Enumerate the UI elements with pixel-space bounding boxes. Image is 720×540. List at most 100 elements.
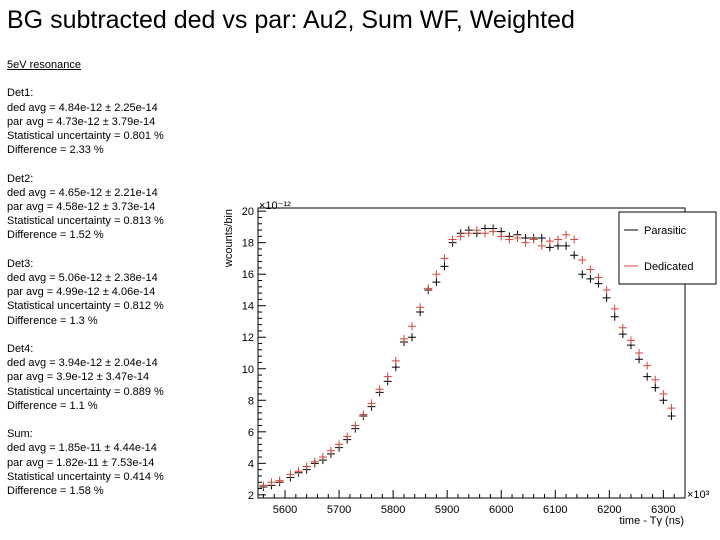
stats-group-det4: Det4: ded avg = 3.94e-12 ± 2.04e-14 par … — [7, 342, 164, 413]
x-tick-label: 5700 — [327, 504, 351, 516]
dedicated-point — [594, 273, 603, 282]
y-tick-label: 14 — [242, 301, 254, 313]
group-name: Det2: — [7, 172, 34, 185]
x-tick-label: 6300 — [651, 504, 675, 516]
difference: Difference = 1.3 % — [7, 314, 98, 327]
dedicated-point — [586, 265, 595, 274]
dedicated-point — [464, 229, 473, 238]
y-axis-label: wcounts/bin — [223, 209, 235, 268]
stats-heading: 5eV resonance — [7, 59, 81, 71]
legend-label-parasitic: Parasitic — [644, 225, 687, 237]
dedicated-point — [635, 349, 644, 357]
dedicated-point — [643, 361, 652, 370]
dedicated-point — [318, 453, 327, 462]
parasitic-point — [602, 293, 611, 302]
dedicated-point — [651, 375, 660, 384]
legend-label-dedicated: Dedicated — [644, 261, 694, 273]
dedicated-point — [335, 440, 344, 449]
dedicated-point — [659, 389, 668, 398]
ded-avg: ded avg = 3.94e-12 ± 2.04e-14 — [7, 357, 158, 370]
dedicated-point — [391, 356, 400, 365]
series-parasitic — [259, 224, 676, 491]
par-avg: par avg = 4.58e-12 ± 3.73e-14 — [7, 201, 156, 213]
dedicated-point — [667, 404, 676, 413]
x-tick-label: 5800 — [381, 504, 405, 516]
ded-avg: ded avg = 5.06e-12 ± 2.38e-14 — [7, 272, 158, 284]
par-avg: par avg = 4.73e-12 ± 3.79e-14 — [7, 115, 156, 128]
dedicated-point — [626, 336, 635, 345]
y-tick-label: 18 — [242, 238, 254, 250]
dedicated-point — [399, 334, 408, 343]
difference: Difference = 2.33 % — [7, 144, 104, 157]
ded-avg: ded avg = 1.85e-11 ± 4.44e-14 — [7, 442, 157, 455]
stat-uncertainty: Statistical uncertainty = 0.414 % — [7, 470, 164, 483]
dedicated-point — [343, 432, 352, 441]
legend: Parasitic Dedicated — [618, 211, 717, 285]
difference: Difference = 1.52 % — [7, 229, 104, 242]
y-tick-label: 10 — [242, 364, 254, 376]
y-tick-label: 2 — [248, 490, 254, 502]
dedicated-point — [440, 254, 449, 263]
y-tick-label: 6 — [248, 427, 254, 439]
dedicated-point — [448, 235, 457, 244]
dedicated-point — [513, 233, 522, 242]
x-tick-label: 6200 — [597, 504, 621, 516]
parasitic-point — [562, 241, 571, 250]
parasitic-point — [610, 312, 619, 321]
x-multiplier-label: ×10³ — [687, 489, 710, 501]
dedicated-point — [505, 235, 514, 244]
y-multiplier-label: ×10⁻¹² — [259, 200, 291, 212]
dedicated-point — [375, 385, 384, 394]
dedicated-point — [294, 467, 303, 476]
stat-uncertainty: Statistical uncertainty = 0.812 % — [7, 300, 164, 313]
x-tick-label: 5600 — [273, 504, 297, 516]
stats-group-det2: Det2: ded avg = 4.65e-12 ± 2.21e-14 par … — [7, 172, 164, 243]
stat-uncertainty: Statistical uncertainty = 0.801 % — [7, 130, 164, 142]
y-tick-label: 12 — [242, 332, 254, 344]
dedicated-point — [367, 399, 376, 408]
dedicated-point — [432, 270, 441, 279]
page-title: BG subtracted ded vs par: Au2, Sum WF, W… — [7, 6, 575, 34]
dedicated-point — [351, 421, 360, 430]
dedicated-point — [416, 303, 425, 312]
dedicated-point — [310, 457, 319, 466]
x-tick-label: 6000 — [489, 504, 513, 516]
parasitic-point — [578, 270, 587, 279]
dedicated-point — [497, 232, 506, 241]
dedicated-point — [570, 235, 579, 244]
parasitic-point — [586, 274, 595, 283]
stat-uncertainty: Statistical uncertainty = 0.813 % — [7, 215, 164, 228]
y-tick-label: 4 — [248, 458, 254, 470]
stat-uncertainty: Statistical uncertainty = 0.889 % — [7, 385, 164, 398]
par-avg: par avg = 4.99e-12 ± 4.06e-14 — [7, 286, 156, 299]
dedicated-point — [602, 285, 611, 294]
dedicated-point — [618, 323, 627, 332]
stats-panel: 5eV resonance Det1: ded avg = 4.84e-12 ±… — [7, 58, 164, 498]
parasitic-point — [570, 251, 579, 260]
dedicated-point — [489, 227, 498, 236]
plot-frame — [257, 207, 686, 499]
parasitic-point — [651, 383, 660, 392]
legend-box — [618, 211, 717, 285]
parasitic-point — [643, 372, 652, 381]
dedicated-point — [545, 237, 554, 246]
group-name: Det4: — [7, 343, 34, 355]
group-name: Det1: — [7, 87, 34, 100]
dedicated-point — [537, 241, 546, 250]
x-tick-label: 6100 — [543, 504, 567, 516]
dedicated-point — [424, 284, 433, 293]
dedicated-point — [408, 322, 417, 331]
ded-avg: ded avg = 4.65e-12 ± 2.21e-14 — [7, 186, 158, 199]
dedicated-point — [456, 232, 465, 241]
difference: Difference = 1.58 % — [7, 485, 104, 498]
parasitic-point — [537, 233, 546, 242]
y-axis: 2 4 6 8 10 12 14 16 18 20 — [242, 206, 266, 502]
group-name: Det3: — [7, 257, 34, 270]
dedicated-point — [275, 476, 284, 485]
parasitic-point — [440, 262, 449, 271]
dedicated-point — [578, 256, 587, 265]
dedicated-point — [529, 235, 538, 244]
par-avg: par avg = 3.9e-12 ± 3.47e-14 — [7, 371, 150, 384]
x-axis: 5600 5700 5800 5900 6000 6100 6200 6300 — [262, 490, 686, 516]
